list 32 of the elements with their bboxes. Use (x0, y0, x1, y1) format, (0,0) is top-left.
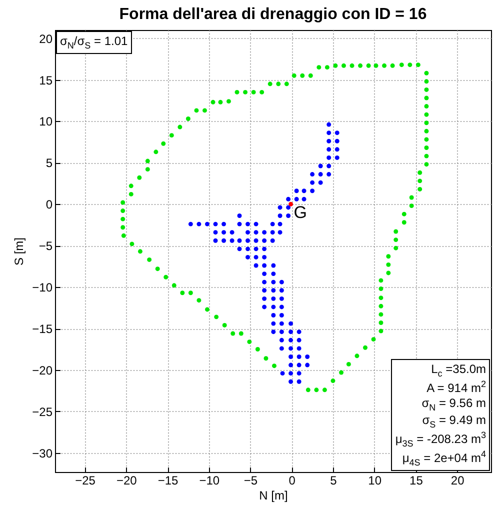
chart-title: Forma dell'area di drenaggio con ID = 16 (119, 6, 427, 23)
x-axis-title: N [m] (259, 488, 288, 502)
y-tick-label: 0 (46, 198, 53, 212)
x-tick-label: −25 (75, 474, 96, 488)
annotation: A = 914 m$^{2}$ (426, 379, 486, 396)
annotation: μ$_{4S}$ = 2e+04 m$^{4}$ (401, 449, 486, 468)
annotation: L$_{c}$ =35.0m (430, 362, 486, 380)
x-tick-label: −5 (244, 474, 258, 488)
x-tick-label: −15 (158, 474, 179, 488)
y-tick-label: 5 (46, 156, 53, 170)
x-tick-label: −10 (199, 474, 220, 488)
x-tick-label: 15 (410, 474, 424, 488)
annotation: G (294, 203, 308, 222)
y-tick-label: −20 (32, 364, 53, 378)
x-tick-label: 5 (330, 474, 338, 488)
annotation: μ$_{3S}$ = -208.23 m$^{3}$ (395, 430, 486, 450)
annotation: σ$_{S}$ = 9.49 m (421, 412, 486, 430)
y-tick-label: −30 (32, 446, 53, 460)
y-tick-label: −15 (32, 322, 53, 336)
x-tick-label: 20 (450, 474, 465, 488)
y-tick-label: 10 (39, 114, 53, 129)
y-tick-label: 15 (39, 73, 53, 88)
annotation: σ$_{N}$/σ$_{S}$ = 1.01 (56, 31, 132, 54)
y-tick-label: −5 (38, 239, 53, 254)
x-tick-label: 10 (368, 474, 382, 488)
x-tick-label: 0 (288, 474, 296, 488)
annotation: σ$_{N}$ = 9.56 m (420, 396, 486, 413)
y-axis-title: S [m] (12, 237, 26, 266)
y-tick-label: 20 (39, 32, 53, 46)
x-tick-label: −20 (116, 474, 138, 488)
y-tick-label: −25 (32, 404, 53, 419)
y-tick-label: −10 (32, 280, 53, 295)
